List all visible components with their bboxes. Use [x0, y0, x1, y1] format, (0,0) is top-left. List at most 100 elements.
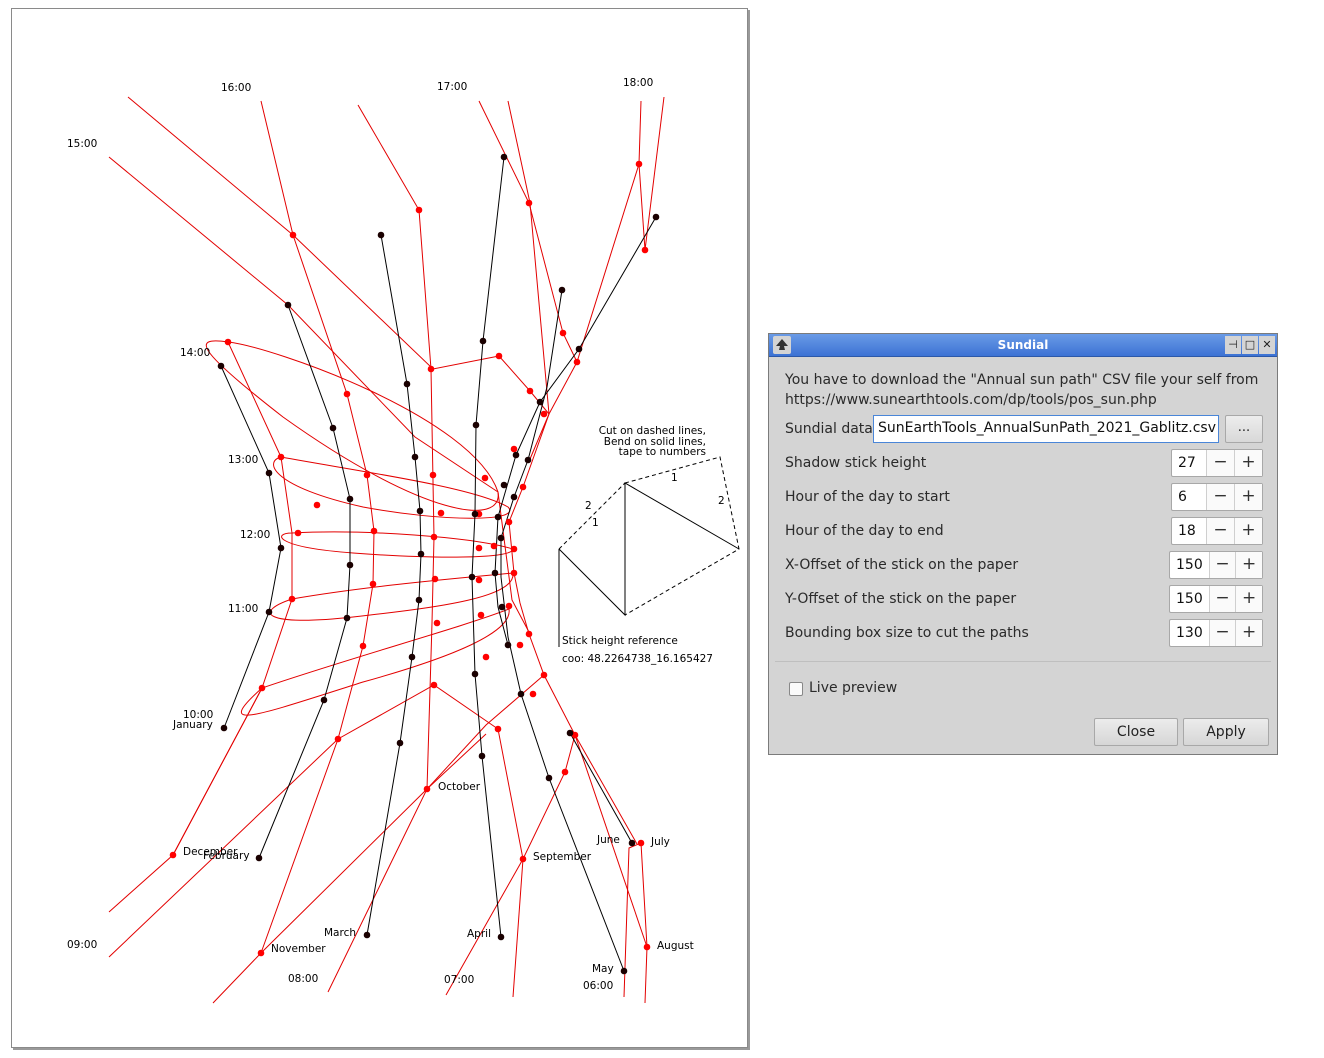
sundial-drawing: 16:00 17:00 18:00 15:00 14:00 13:00 12:0… — [67, 77, 740, 1004]
fold-template — [558, 456, 740, 647]
shadow-stick-height-stepper[interactable]: 27 − + — [1171, 449, 1263, 477]
label-1200: 12:00 — [240, 529, 270, 541]
label-0800: 08:00 — [288, 973, 318, 985]
tab-number-1b: 1 — [592, 517, 599, 529]
label-april: April — [467, 928, 491, 940]
day-curve-1 — [205, 340, 499, 511]
label-1600: 16:00 — [221, 82, 251, 94]
y-offset-stepper[interactable]: 150 − + — [1169, 585, 1263, 613]
separator — [775, 661, 1271, 662]
black-line-4 — [220, 365, 282, 729]
label-august: August — [657, 940, 694, 952]
x-offset-stepper[interactable]: 150 − + — [1169, 551, 1263, 579]
tab-number-2b: 2 — [585, 500, 592, 512]
intro-line-2: https://www.sunearthtools.com/dp/tools/p… — [785, 392, 1157, 408]
hour-end-label: Hour of the day to end — [785, 523, 944, 539]
hour-line-red-diag2 — [108, 684, 524, 998]
label-0600: 06:00 — [583, 980, 613, 992]
x-offset-value[interactable]: 150 — [1176, 557, 1203, 573]
increment-button[interactable]: + — [1235, 552, 1262, 578]
sundial-data-label: Sundial data — [785, 421, 873, 437]
black-line-7 — [569, 732, 633, 844]
hour-start-label: Hour of the day to start — [785, 489, 950, 505]
y-offset-label: Y-Offset of the stick on the paper — [785, 591, 1017, 607]
hour-line-red-diag7 — [574, 734, 648, 948]
instruction-line-1: Cut on dashed lines, — [599, 425, 706, 437]
day-curve-4 — [270, 572, 514, 621]
decrement-button[interactable]: − — [1208, 552, 1236, 578]
shadow-stick-height-value[interactable]: 27 — [1178, 455, 1196, 471]
black-line-1 — [471, 156, 505, 938]
instruction-line-3: tape to numbers — [619, 446, 706, 458]
label-1300: 13:00 — [228, 454, 258, 466]
intro-line-1: You have to download the "Annual sun pat… — [785, 372, 1259, 388]
day-curve-3 — [281, 531, 514, 558]
label-1400: 14:00 — [180, 347, 210, 359]
hour-end-stepper[interactable]: 18 − + — [1171, 517, 1263, 545]
live-preview-checkbox[interactable] — [789, 682, 803, 696]
label-may: May — [592, 963, 614, 975]
label-march: March — [324, 927, 356, 939]
bounding-box-stepper[interactable]: 130 − + — [1169, 619, 1263, 647]
apply-button[interactable]: Apply — [1183, 718, 1269, 746]
tab-number-1: 1 — [671, 472, 678, 484]
hour-line-1600 — [357, 104, 435, 790]
day-curve-5 — [240, 608, 510, 716]
instruction-line-2: Bend on solid lines, — [604, 436, 706, 448]
label-october: October — [438, 781, 481, 793]
inkscape-icon — [773, 336, 791, 354]
dialog-titlebar[interactable]: Sundial ⊣ □ ✕ — [769, 334, 1277, 357]
increment-button[interactable]: + — [1234, 484, 1262, 510]
close-button[interactable]: Close — [1094, 718, 1178, 746]
label-november: November — [271, 943, 326, 955]
close-window-icon[interactable]: ✕ — [1259, 336, 1275, 354]
hour-line-red-diag3 — [212, 733, 487, 1004]
decrement-button[interactable]: − — [1208, 586, 1236, 612]
decrement-button[interactable]: − — [1206, 484, 1234, 510]
increment-button[interactable]: + — [1235, 586, 1262, 612]
hour-line-1400b — [172, 341, 293, 856]
paper-canvas: 16:00 17:00 18:00 15:00 14:00 13:00 12:0… — [11, 8, 748, 1048]
hour-line-1300 — [498, 355, 550, 415]
hour-line-1700 — [478, 100, 578, 363]
label-june: June — [596, 834, 620, 846]
hour-line-1400 — [108, 156, 531, 635]
browse-button[interactable]: ... — [1225, 415, 1263, 443]
label-july: July — [650, 836, 670, 848]
label-january: January — [172, 719, 213, 731]
decrement-button[interactable]: − — [1206, 450, 1234, 476]
hour-end-value[interactable]: 18 — [1178, 523, 1196, 539]
bounding-box-value[interactable]: 130 — [1176, 625, 1203, 641]
increment-button[interactable]: + — [1234, 450, 1262, 476]
hour-start-value[interactable]: 6 — [1178, 489, 1187, 505]
stick-height-reference: Stick height reference — [562, 635, 678, 647]
black-line-5 — [500, 289, 625, 972]
y-offset-value[interactable]: 150 — [1176, 591, 1203, 607]
hour-line-1500b — [127, 96, 500, 370]
coordinates-label: coo: 48.2264738_16.165427 — [562, 653, 713, 665]
label-february: February — [203, 850, 250, 862]
label-september: September — [533, 851, 592, 863]
increment-button[interactable]: + — [1234, 518, 1262, 544]
live-preview-label[interactable]: Live preview — [809, 680, 898, 696]
label-1700: 17:00 — [437, 81, 467, 93]
hour-line-red-diag5 — [445, 734, 576, 996]
black-line-3 — [258, 304, 351, 859]
increment-button[interactable]: + — [1235, 620, 1262, 646]
hour-line-red-diag4 — [327, 674, 545, 993]
shadow-stick-height-label: Shadow stick height — [785, 455, 927, 471]
intro-text: You have to download the "Annual sun pat… — [785, 370, 1258, 410]
label-december: December — [183, 846, 238, 858]
decrement-button[interactable]: − — [1208, 620, 1236, 646]
pin-icon[interactable]: ⊣ — [1225, 336, 1241, 354]
label-1000: 10:00 — [183, 709, 213, 721]
hour-start-stepper[interactable]: 6 − + — [1171, 483, 1263, 511]
label-1800: 18:00 — [623, 77, 653, 89]
sundial-dialog: Sundial ⊣ □ ✕ You have to download the "… — [768, 333, 1278, 755]
label-1100: 11:00 — [228, 603, 258, 615]
red-dots — [169, 160, 651, 957]
x-offset-label: X-Offset of the stick on the paper — [785, 557, 1019, 573]
decrement-button[interactable]: − — [1206, 518, 1234, 544]
maximize-icon[interactable]: □ — [1242, 336, 1258, 354]
sundial-data-input[interactable]: SunEarthTools_AnnualSunPath_2021_Gablitz… — [873, 415, 1219, 443]
